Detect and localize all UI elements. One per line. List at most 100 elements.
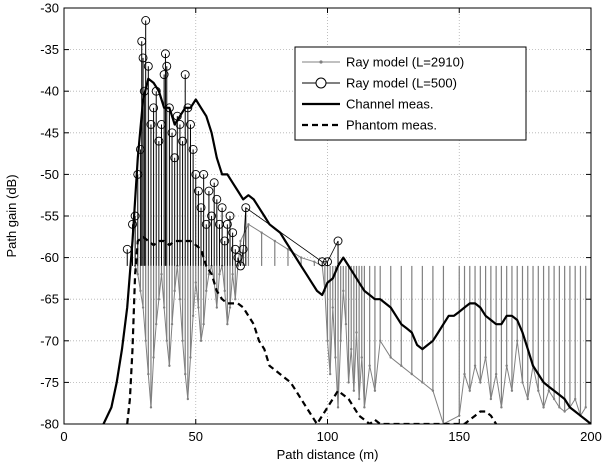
legend-item: Channel meas. <box>302 97 433 112</box>
ray-500-marker <box>323 257 332 267</box>
y-tick-label: -30 <box>40 1 59 16</box>
ray-2910-point <box>149 406 153 409</box>
ray-2910-point <box>521 381 524 384</box>
ray-500-marker <box>154 136 164 146</box>
ray-2910-point <box>189 356 192 359</box>
ray-2910-point <box>379 339 382 342</box>
legend: Ray model (L=2910) Ray model (L=500) Chann… <box>294 46 527 141</box>
ray-500-marker <box>162 61 172 71</box>
ray-2910-point <box>191 314 195 318</box>
series-0 <box>133 223 587 424</box>
ray-2910-point <box>165 339 168 342</box>
ray-500-marker <box>141 16 151 25</box>
legend-label: Ray model (L=500) <box>346 76 457 91</box>
series-1 <box>122 16 343 271</box>
phantom-meas-line <box>126 235 498 424</box>
ray-2910-point <box>363 406 366 409</box>
series-line-ray-2910 <box>134 223 587 424</box>
ray-2910-point <box>547 389 551 392</box>
ray-2910-point <box>355 331 358 334</box>
ray-2910-point <box>537 389 540 392</box>
ray-2910-point <box>458 414 461 417</box>
ray-2910-point <box>184 372 187 376</box>
ray-2910-point <box>313 260 316 263</box>
ray-500-marker <box>160 49 170 59</box>
ray-500-marker <box>201 219 211 229</box>
ray-2910-point <box>352 389 356 392</box>
ray-2910-point <box>186 397 190 401</box>
ray-500-marker <box>196 203 206 213</box>
ray-2910-point <box>168 364 171 367</box>
ray-2910-point <box>155 322 158 326</box>
legend-marker <box>319 60 323 64</box>
ray-2910-point <box>500 406 503 409</box>
y-tick-label: -50 <box>40 167 59 182</box>
ray-500-marker <box>157 120 166 129</box>
ray-500-marker <box>236 261 245 271</box>
legend-label: Ray model (L=2910) <box>346 55 464 70</box>
ray-500-marker <box>183 103 193 113</box>
ray-2910-point <box>347 381 350 384</box>
ray-500-marker <box>238 244 248 254</box>
ray-2910-point <box>181 339 184 342</box>
ray-2910-point <box>468 389 471 392</box>
ray-500-marker <box>188 144 198 154</box>
ray-2910-point <box>542 406 545 409</box>
ray-2910-point <box>199 339 203 342</box>
x-axis-label: Path distance (m) <box>277 447 379 462</box>
ray-2910-point <box>552 397 556 401</box>
ray-2910-point <box>299 256 303 259</box>
series-layer <box>102 16 591 424</box>
ray-500-marker <box>207 211 217 221</box>
ray-2910-point <box>526 397 529 401</box>
legend-label: Channel meas. <box>346 97 433 112</box>
series-3 <box>126 235 498 424</box>
ray-2910-point <box>247 223 250 226</box>
ray-2910-point <box>334 356 337 359</box>
ray-2910-point <box>463 372 466 376</box>
y-tick-label: -35 <box>40 42 59 57</box>
legend-item: Ray model (L=2910) <box>302 55 464 70</box>
ray-2910-point <box>260 231 263 234</box>
y-tick-label: -80 <box>40 417 59 432</box>
ray-2910-point <box>360 356 363 359</box>
ray-500-marker <box>167 128 177 138</box>
ray-500-marker <box>333 236 343 246</box>
ray-2910-point <box>331 306 334 309</box>
ray-2910-point <box>505 364 508 367</box>
ray-2910-point <box>484 356 487 359</box>
ray-2910-point <box>342 289 345 293</box>
ray-500-marker <box>146 120 156 129</box>
series-2 <box>102 77 591 424</box>
ray-500-marker <box>212 194 222 204</box>
ray-2910-point <box>400 364 403 367</box>
ray-2910-point <box>558 406 561 409</box>
ray-2910-point <box>563 410 566 413</box>
ray-2910-point <box>226 322 229 326</box>
ray-2910-point <box>215 306 219 309</box>
ray-2910-point <box>516 339 519 342</box>
y-tick-label: -40 <box>40 84 59 99</box>
ray-2910-point <box>494 372 498 376</box>
legend-item: Phantom meas. <box>302 118 437 133</box>
ray-2910-point <box>160 273 163 276</box>
ray-2910-point <box>336 406 340 409</box>
ray-500-marker <box>149 103 159 113</box>
ray-500-marker <box>159 70 169 80</box>
ray-2910-point <box>141 306 145 309</box>
ray-2910-point <box>231 273 234 276</box>
ray-2910-point <box>473 364 477 367</box>
ray-500-marker <box>135 144 145 154</box>
ray-2910-point <box>207 273 211 276</box>
ray-2910-point <box>194 281 197 284</box>
x-tick-label: 0 <box>60 429 67 444</box>
ray-2910-point <box>144 339 147 342</box>
ray-2910-point <box>368 364 371 367</box>
ticks: 0 50 100 150 200 -80 -75 -70 -65 -60 -55 -50 -45 -40 -… <box>40 1 602 445</box>
ray-500-marker <box>170 153 180 163</box>
ray-2910-point <box>239 239 242 243</box>
legend-item: Ray model (L=500) <box>302 76 457 91</box>
ray-500-marker <box>143 61 153 71</box>
y-tick-label: -75 <box>40 375 59 390</box>
ray-500-marker <box>222 219 232 229</box>
